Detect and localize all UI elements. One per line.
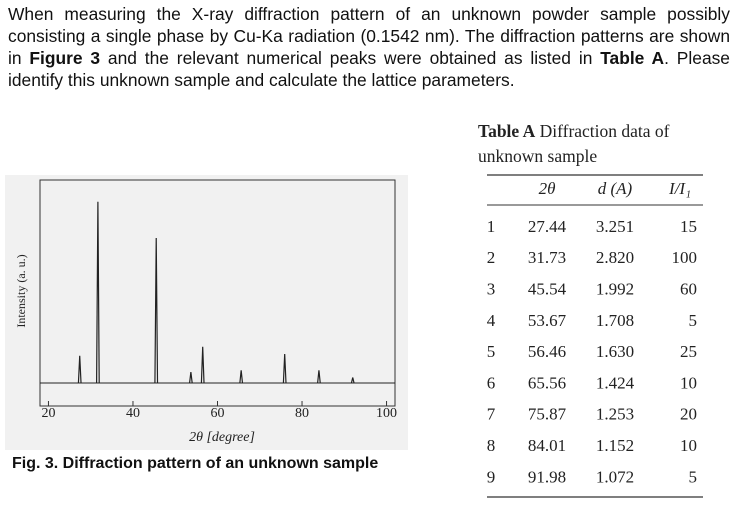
table-cell: 56.46 [528,342,566,361]
table-caption-text: Diffraction data of unknown sample [478,121,670,166]
table-cell: 45.54 [528,280,567,299]
table-cell: 1.992 [596,280,634,299]
row-index: 3 [487,280,496,299]
problem-text: When measuring the X-ray diffraction pat… [8,3,730,91]
table-cell: 53.67 [528,311,567,330]
table-cell: 15 [680,217,697,236]
figure-background [5,175,408,450]
table-caption: Table A Diffraction data of unknown samp… [478,119,710,169]
table-cell: 1.630 [596,342,634,361]
x-tick-label: 20 [41,406,55,421]
table-cell: 1.708 [596,311,634,330]
table-cell: 1.253 [596,405,634,424]
diffraction-peak [188,372,193,384]
table-cell: 100 [672,248,698,267]
table-cell: 10 [680,373,697,392]
x-tick-label: 100 [376,406,397,421]
diffraction-peak [239,370,244,384]
diffraction-peak [154,237,159,384]
table-header: I/I₁ [668,179,691,198]
table-cell: 65.56 [528,373,566,392]
table-cell: 31.73 [528,248,566,267]
diffraction-peak [77,355,82,384]
diffraction-peak [200,346,205,384]
table-header: d (A) [598,179,633,198]
x-tick-label: 40 [126,406,140,421]
bold-text: Table A [600,48,665,68]
x-tick-label: 60 [211,406,225,421]
figure: 2θ [degree] Intensity (a. u.) 20 40 60 80 10… [5,175,408,450]
text-run: When measuring the X-ray diffraction pat… [8,4,730,68]
diffraction-peak [95,201,100,384]
row-index: 6 [487,373,496,392]
table-cell: 5 [689,467,698,486]
table-cell: 10 [680,436,697,455]
y-axis-label: Intensity (a. u.) [14,254,28,327]
table-label: Table A [478,121,536,141]
diffraction-peak [350,377,355,384]
figure-caption: Fig. 3. Diffraction pattern of an unknow… [12,455,379,472]
table-cell: 91.98 [528,467,566,486]
x-tick-label: 80 [295,406,309,421]
table-cell: 20 [680,405,697,424]
bold-text: Figure 3 [29,48,101,68]
table-cell: 27.44 [528,217,567,236]
table-cell: 1.072 [596,467,634,486]
row-index: 8 [487,436,496,455]
table-cell: 3.251 [596,217,634,236]
row-index: 5 [487,342,496,361]
table: 2θ d (A) I/I₁ 1 27.44 3.251 15 2 31.73 2.820 100 3 4… [487,174,703,498]
diffraction-peak [282,353,287,384]
text-run: and the relevant numerical peaks were ob… [100,48,601,68]
diffraction-peak [317,370,321,384]
table-cell: 5 [689,311,698,330]
table-header: 2θ [539,179,556,198]
row-index: 1 [487,217,496,236]
table-cell: 75.87 [528,405,567,424]
table-cell: 84.01 [528,436,566,455]
table-cell: 60 [680,280,697,299]
x-axis-label: 2θ [degree] [189,430,255,445]
table-cell: 2.820 [596,248,634,267]
table-cell: 1.424 [596,373,635,392]
table-cell: 25 [680,342,697,361]
text-run: . Please identify this unknown sample an… [8,48,730,90]
row-index: 4 [487,311,496,330]
table-cell: 1.152 [596,436,634,455]
row-index: 9 [487,467,496,486]
row-index: 7 [487,405,496,424]
row-index: 2 [487,248,496,267]
